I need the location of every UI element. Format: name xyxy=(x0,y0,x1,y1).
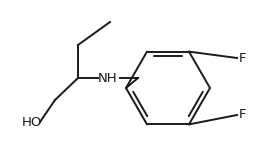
Text: F: F xyxy=(239,109,246,122)
Text: F: F xyxy=(239,51,246,64)
Text: NH: NH xyxy=(98,72,118,85)
Text: HO: HO xyxy=(22,116,42,129)
